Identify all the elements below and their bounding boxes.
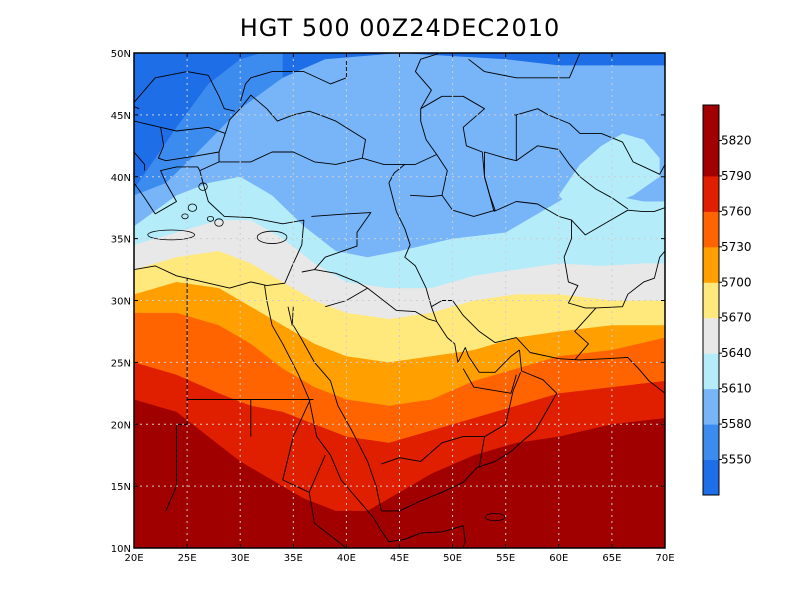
geo-line [478,372,522,468]
island [214,218,224,227]
island [147,229,195,241]
geo-line [264,285,268,301]
lat-tick-label: 15N [111,482,131,493]
geo-line [381,349,558,512]
geo-line [516,108,665,175]
lon-tick-label: 25E [178,553,197,564]
geo-line [311,212,372,270]
lon-tick-label: 65E [602,553,621,564]
colorbar-label: 5730 [721,240,752,254]
geo-line [414,53,440,109]
lat-tick-label: 25N [111,358,131,369]
colorbar-label: 5670 [721,311,752,325]
geo-line [134,106,140,110]
colorbar-swatch [703,282,719,319]
geo-line [571,207,665,236]
geo-line [292,325,382,511]
geo-line [468,53,581,79]
geo-line [282,399,347,548]
band-5820 [134,399,665,548]
geo-line [362,157,405,165]
lat-tick-label: 45N [111,111,131,122]
colorbar-label: 5820 [721,133,752,147]
lat-tick-label: 40N [111,173,131,184]
lon-tick-label: 50E [443,553,462,564]
geo-line [308,455,326,493]
geo-line [410,194,443,198]
lon-tick-label: 35E [284,553,303,564]
colorbar-label: 5700 [721,275,752,289]
colorbar-label: 5790 [721,169,752,183]
colorbar-swatch [703,317,719,354]
grid-lines [134,53,665,548]
geo-line [266,300,381,530]
island [485,512,506,522]
colorbar-swatch [703,211,719,248]
lon-tick-label: 55E [496,553,515,564]
geo-line [239,59,347,103]
colorbar-label: 5550 [721,453,752,467]
lon-tick-label: 45E [390,553,409,564]
lat-tick-label: 50N [111,49,131,60]
geo-line [420,95,496,217]
geo-line [462,368,517,394]
colorbar-swatch [703,140,719,177]
geo-line [493,201,597,361]
geo-line [134,71,236,112]
geo-line [134,120,226,134]
colorbar-swatch [703,105,719,141]
colorbar-label: 5760 [721,204,752,218]
lat-tick-label: 30N [111,297,131,308]
geo-line [381,436,485,465]
geo-line [134,166,201,215]
coastlines [134,53,665,548]
lon-tick-label: 40E [337,553,356,564]
geo-line [134,151,146,171]
island [198,182,208,191]
lat-tick-label: 20N [111,420,131,431]
lon-tick-label: 60E [549,553,568,564]
island [187,203,198,212]
lat-tick-label: 10N [111,544,131,555]
colorbar-swatch [703,459,719,496]
lon-tick-label: 30E [231,553,250,564]
island [181,213,189,220]
lat-tick-label: 35N [111,235,131,246]
colorbar-label: 5610 [721,382,752,396]
lat-axis: 10N 15N 20N 25N 30N 35N 40N 45N 50N [111,49,665,555]
island [256,230,288,244]
lon-tick-label: 20E [124,553,143,564]
colorbar-label: 5640 [721,346,752,360]
colorbar-frame [702,104,720,496]
geo-line [484,145,629,212]
geo-line [380,525,466,548]
geo-line [157,127,220,162]
colorbar-swatch [703,246,719,283]
colorbar-swatch [703,424,719,461]
geo-line [134,220,305,289]
lon-tick-label: 70E [655,553,674,564]
colorbar: 5550 5580 5610 5640 5670 5700 5730 5760 5790 5820 [702,104,752,496]
colorbar-swatch [703,388,719,425]
lon-axis: 20E 25E 30E 35E 40E 45E 50E 55E 60E 65E 70E [124,53,675,564]
closed-contour-5640 [558,133,660,208]
island [206,215,215,222]
geo-line [595,250,665,309]
colorbar-label: 5580 [721,417,752,431]
plot-title: HGT 500 00Z24DEC2010 [239,14,561,42]
colorbar-swatch [703,353,719,390]
geo-line [395,211,432,307]
colorbar-swatch [703,175,719,212]
